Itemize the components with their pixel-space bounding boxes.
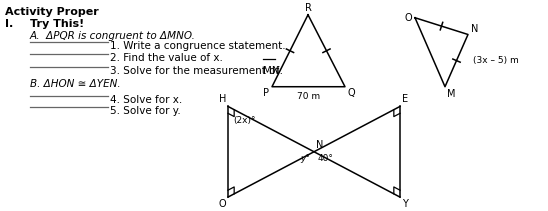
Text: O: O [218, 199, 226, 209]
Text: (2x)°: (2x)° [233, 116, 255, 125]
Text: I.: I. [5, 19, 13, 29]
Text: Try This!: Try This! [30, 19, 84, 29]
Text: A.  ΔPQR is congruent to ΔMNO.: A. ΔPQR is congruent to ΔMNO. [30, 31, 196, 41]
Text: N: N [316, 140, 323, 150]
Text: P: P [263, 88, 269, 98]
Text: 40°: 40° [318, 154, 334, 163]
Text: Y: Y [402, 199, 408, 209]
Text: 70 m: 70 m [297, 92, 320, 101]
Text: B. ΔHON ≅ ΔYEN.: B. ΔHON ≅ ΔYEN. [30, 79, 121, 89]
Text: (3x – 5) m: (3x – 5) m [473, 56, 519, 65]
Text: 1. Write a congruence statement.: 1. Write a congruence statement. [110, 41, 286, 51]
Text: Activity Proper: Activity Proper [5, 7, 99, 17]
Text: y°: y° [300, 154, 310, 163]
Text: 4. Solve for x.: 4. Solve for x. [110, 95, 182, 105]
Text: H: H [219, 95, 226, 104]
Text: R: R [305, 3, 311, 13]
Text: 3. Solve for the measurement of: 3. Solve for the measurement of [110, 66, 283, 76]
Text: Q: Q [348, 88, 356, 98]
Text: 2. Find the value of x.: 2. Find the value of x. [110, 53, 223, 63]
Text: O: O [404, 13, 412, 23]
Text: M: M [447, 89, 455, 99]
Text: E: E [402, 95, 408, 104]
Text: MN.: MN. [263, 66, 283, 76]
Text: 5. Solve for y.: 5. Solve for y. [110, 106, 181, 116]
Text: N: N [471, 23, 478, 34]
